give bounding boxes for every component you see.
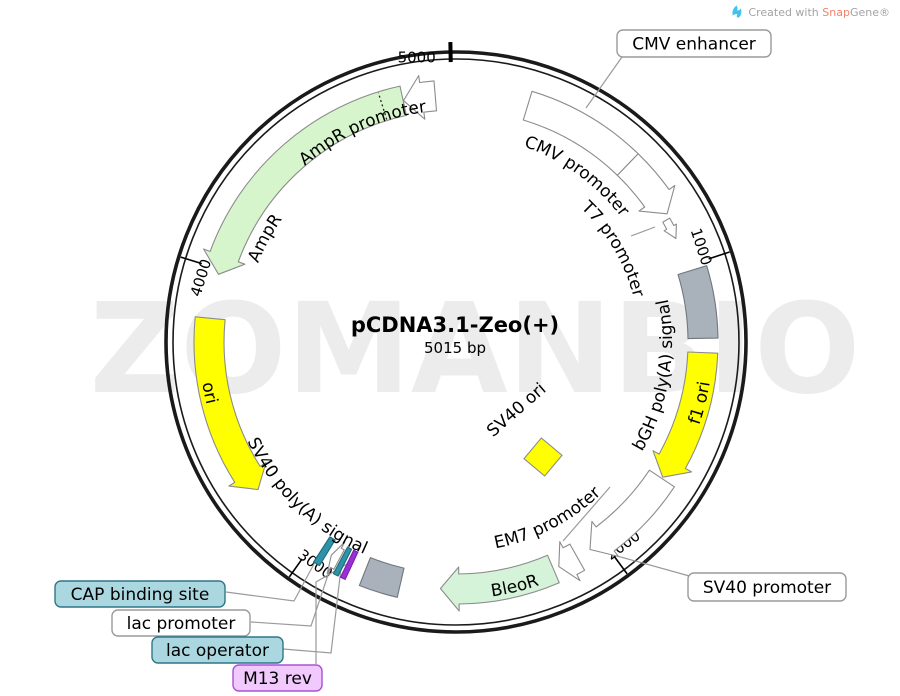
tick-label-1000: 1000 [687, 226, 716, 268]
m13-rev-callout [232, 664, 323, 692]
tick-4000 [180, 256, 203, 265]
cap-binding-site-callout-label: CAP binding site [71, 585, 210, 605]
feature-sv40-ori [523, 437, 563, 477]
credit-brand-gene: Gene® [849, 5, 890, 19]
feature-bgh-polya-signal [677, 265, 719, 340]
feature-cmv-promoter [616, 153, 676, 215]
tick-label-5000: 5000 [398, 49, 436, 67]
lac-promoter-callout-label: lac promoter [127, 614, 236, 634]
feature-sv40-polya-signal [358, 557, 405, 598]
cmv-enhancer-callout [616, 29, 772, 58]
lac-operator-callout-label: lac operator [166, 641, 269, 661]
feature-lac-promoter [326, 541, 346, 575]
credit-brand-snap: Snap [822, 5, 850, 19]
lac-promoter-callout-leader [250, 556, 335, 627]
snapgene-credit: Created with SnapGene® [730, 5, 890, 19]
ori-label: ori [197, 381, 221, 406]
feature-bleor [439, 554, 560, 612]
cap-binding-site-callout [54, 580, 226, 608]
plasmid-name: pCDNA3.1-Zeo(+) [351, 313, 559, 337]
tick-2000 [613, 555, 628, 575]
feature-ampr-divider [377, 92, 388, 120]
tick-3000 [288, 558, 303, 578]
sv40-polya-label: SV40 poly(A) signal [243, 434, 371, 558]
backbone-ring-inner [172, 58, 740, 626]
t7-promoter-leader [630, 226, 656, 237]
snapgene-logo-icon [732, 5, 742, 18]
feature-ampr-promoter [402, 75, 438, 120]
feature-m13-rev [339, 549, 359, 580]
cmv-enhancer-callout-label: CMV enhancer [632, 35, 756, 55]
feature-cap-binding-site [313, 536, 336, 567]
sv40-promoter-callout-label: SV40 promoter [703, 578, 831, 598]
backbone-ring-outer [164, 50, 748, 634]
lac-promoter-callout [111, 609, 251, 637]
lac-operator-callout-leader [282, 559, 343, 654]
feature-ampr [203, 85, 407, 275]
cmv-enhancer-callout-leader [585, 56, 623, 109]
plasmid-size: 5015 bp [424, 339, 486, 357]
credit-text: Created with SnapGene® [748, 5, 890, 19]
tick-1000 [708, 251, 730, 260]
cap-binding-site-callout-leader [225, 550, 322, 602]
feature-ori [193, 316, 267, 491]
m13-rev-callout-label: M13 rev [243, 669, 312, 689]
feature-f1-ori [652, 351, 719, 478]
em7-promoter-label: EM7 promoter [492, 483, 604, 553]
feature-t7-promoter [662, 217, 677, 240]
sv40-promoter-callout [687, 572, 847, 602]
feature-sv40-promoter [589, 469, 675, 557]
lac-operator-callout [151, 636, 284, 664]
feature-lac-operator [332, 546, 353, 577]
em7-promoter-leader [562, 486, 611, 542]
feature-em7-promoter [558, 541, 586, 582]
